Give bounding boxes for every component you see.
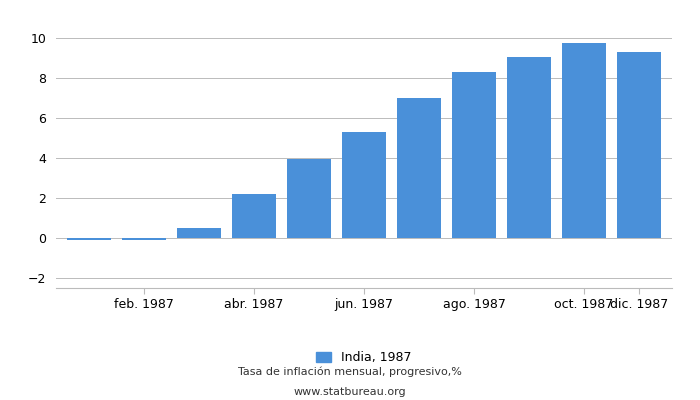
Bar [397, 98, 441, 238]
Bar [342, 132, 386, 238]
Bar [232, 194, 276, 238]
Bar [122, 238, 166, 240]
Text: Tasa de inflación mensual, progresivo,%: Tasa de inflación mensual, progresivo,% [238, 367, 462, 377]
Bar [507, 57, 551, 238]
Bar [617, 52, 661, 238]
Bar [452, 72, 496, 238]
Bar [562, 43, 606, 238]
Bar [287, 159, 331, 238]
Bar [177, 228, 221, 238]
Legend: India, 1987: India, 1987 [316, 352, 412, 364]
Text: www.statbureau.org: www.statbureau.org [294, 387, 406, 397]
Bar [67, 238, 111, 240]
